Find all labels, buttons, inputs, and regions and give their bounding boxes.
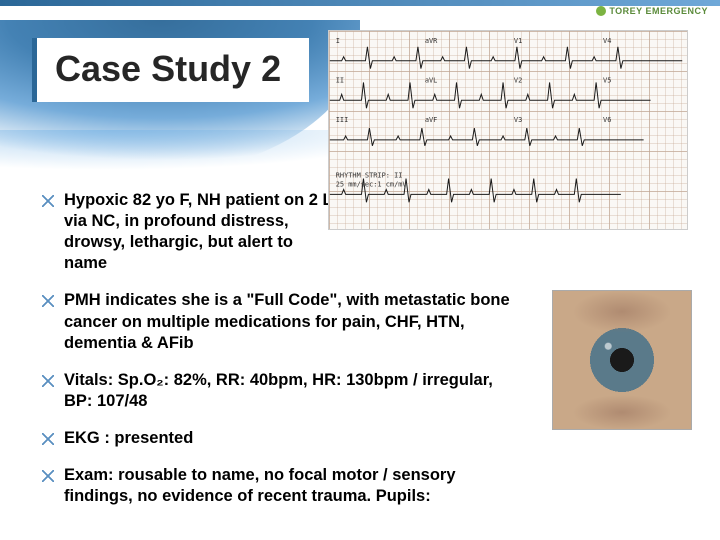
bullet-item: Hypoxic 82 yo F, NH patient on 2 L via N… <box>40 190 340 274</box>
svg-text:V5: V5 <box>603 76 611 84</box>
svg-text:aVF: aVF <box>425 116 438 124</box>
bullet-text: PMH indicates she is a "Full Code", with… <box>64 291 510 351</box>
ekg-strip-label: RHYTHM STRIP: II <box>336 172 403 180</box>
bullet-text: Vitals: Sp.O₂: 82%, RR: 40bpm, HR: 130bp… <box>64 371 493 410</box>
bullet-text: Exam: rousable to name, no focal motor /… <box>64 466 456 505</box>
svg-text:I: I <box>336 37 340 45</box>
content-area: Hypoxic 82 yo F, NH patient on 2 L via N… <box>40 190 680 520</box>
bullet-list: Hypoxic 82 yo F, NH patient on 2 L via N… <box>40 190 680 507</box>
bullet-item: PMH indicates she is a "Full Code", with… <box>40 290 520 353</box>
bullet-item: EKG : presented <box>40 428 520 449</box>
header-curve-glow <box>0 130 360 190</box>
ekg-trace-svg: IaVR V1 V4 II aVL V2 V5 III aVF V3 V6 RHYTHM STR… <box>329 31 687 229</box>
slide-title: Case Study 2 <box>55 48 281 90</box>
slide: TOREY EMERGENCY Case Study 2 IaVR V1 V4 II… <box>0 0 720 540</box>
svg-text:aVL: aVL <box>425 76 438 84</box>
svg-text:V2: V2 <box>514 76 522 84</box>
svg-text:aVR: aVR <box>425 37 438 45</box>
bullet-text: EKG : presented <box>64 429 193 447</box>
logo-icon <box>596 6 606 16</box>
ekg-strip-sub: 25 mm/sec:1 cm/mV <box>336 180 407 188</box>
ekg-image: IaVR V1 V4 II aVL V2 V5 III aVF V3 V6 RHYTHM STR… <box>328 30 688 230</box>
svg-text:II: II <box>336 76 344 84</box>
bullet-text: Hypoxic 82 yo F, NH patient on 2 L via N… <box>64 191 332 272</box>
svg-text:V3: V3 <box>514 116 522 124</box>
svg-text:V1: V1 <box>514 37 522 45</box>
svg-text:III: III <box>336 116 349 124</box>
title-box: Case Study 2 <box>32 38 309 102</box>
bullet-item: Vitals: Sp.O₂: 82%, RR: 40bpm, HR: 130bp… <box>40 370 520 412</box>
svg-text:V6: V6 <box>603 116 611 124</box>
svg-text:V4: V4 <box>603 37 611 45</box>
bullet-item: Exam: rousable to name, no focal motor /… <box>40 465 520 507</box>
brand-logo: TOREY EMERGENCY <box>596 6 708 16</box>
logo-text: TOREY EMERGENCY <box>609 6 708 16</box>
